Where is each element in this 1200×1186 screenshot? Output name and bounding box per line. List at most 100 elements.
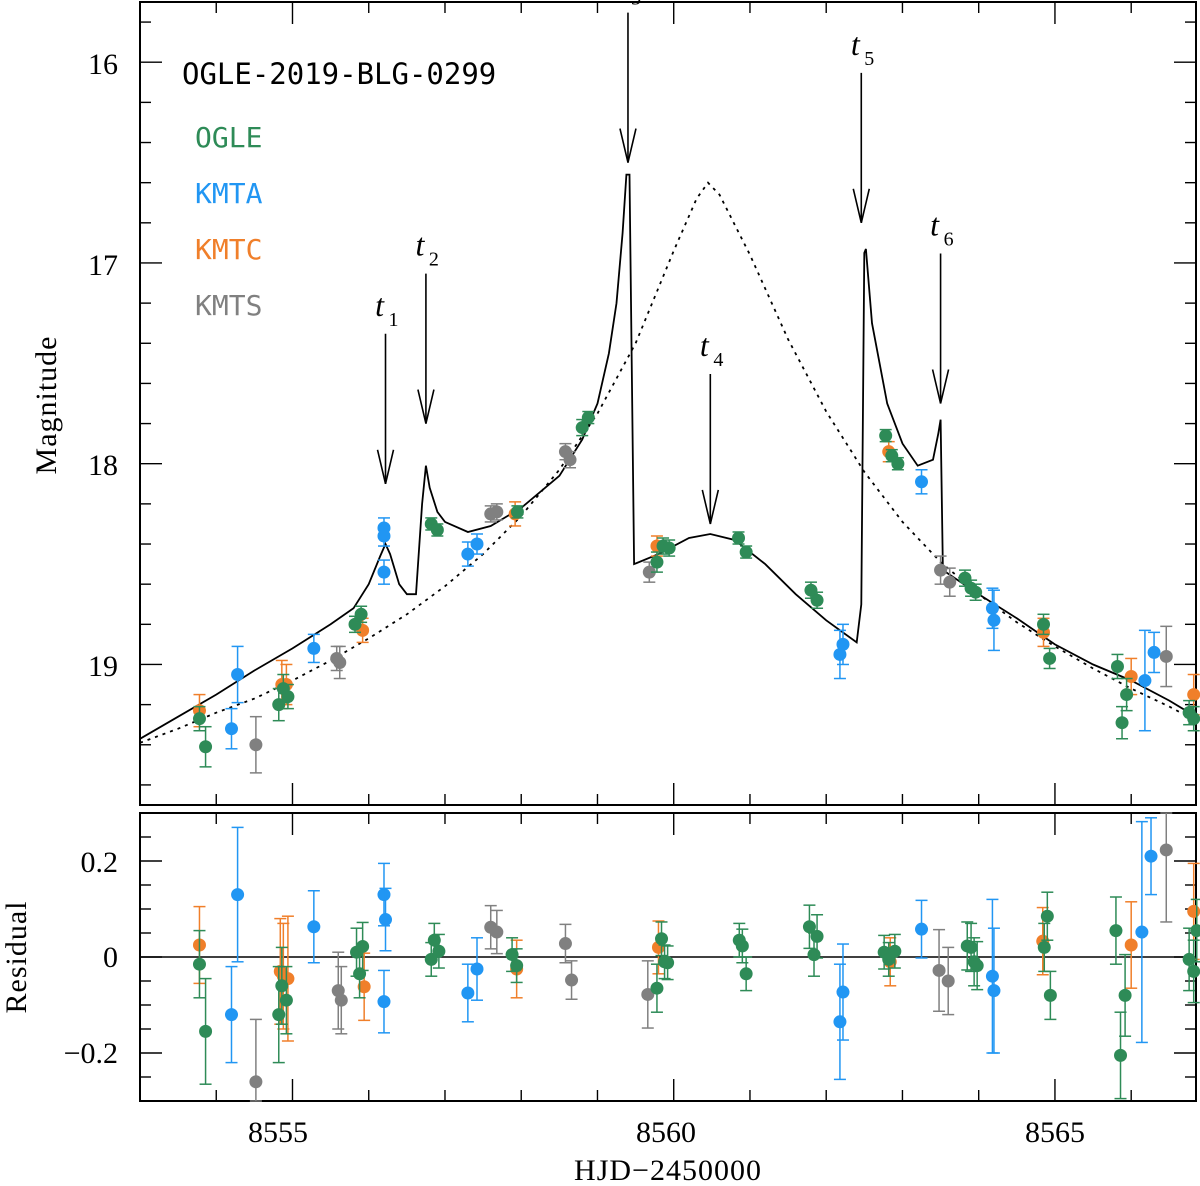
ogle-residual-point [356, 939, 370, 953]
kmta-data-point [231, 668, 245, 682]
light-curve-panel: t1t2t3t4t5t6 16 17 18 19 Magnitude OGLE-… [30, 0, 1200, 806]
ogle-data-point [891, 457, 905, 471]
ogle-residual-point [1182, 952, 1196, 966]
ogle-data-point [662, 541, 676, 555]
kmts-residual-point [1159, 843, 1173, 857]
kmta-residual-point [1144, 849, 1158, 863]
annotation-label-t6: t [930, 207, 940, 243]
ogle-residual-point [510, 959, 524, 973]
ogle-residual-point [199, 1024, 213, 1038]
kmts-residual-point [490, 925, 504, 939]
ogle-residual-point [739, 967, 753, 981]
ogle-residual-point [650, 981, 664, 995]
ogle-residual-point [655, 932, 669, 946]
residual-tick-label-0.2: 0.2 [81, 846, 119, 879]
ogle-residual-point [1037, 940, 1051, 954]
ogle-residual-point [1040, 909, 1054, 923]
x-tick-label-8560: 8560 [636, 1116, 696, 1149]
legend-ogle: OGLE [195, 121, 262, 154]
kmtc-residual-point [1124, 938, 1138, 952]
ogle-residual-point [964, 940, 978, 954]
ogle-data-point [199, 740, 213, 754]
ogle-data-point [1187, 712, 1200, 726]
kmta-data-point [224, 722, 238, 736]
kmts-residual-point [558, 937, 572, 951]
kmts-residual-point [565, 973, 579, 987]
kmta-data-point [836, 637, 850, 651]
annotation-subscript-t2: 2 [429, 249, 439, 271]
ogle-residual-point [735, 939, 749, 953]
ogle-data-point [739, 545, 753, 559]
kmta-data-point [377, 565, 391, 579]
kmta-data-point [915, 475, 929, 489]
kmts-data-point [934, 563, 948, 577]
ogle-residual-point [810, 929, 824, 943]
ogle-residual-point [970, 959, 984, 973]
ogle-data-point [192, 712, 206, 726]
kmta-residual-point [224, 1008, 238, 1022]
ogle-data-point [1110, 659, 1124, 673]
annotation-label-t3: t [618, 0, 628, 2]
residual-axis-label: Residual [0, 901, 33, 1014]
kmts-residual-point [334, 993, 348, 1007]
kmta-data-point [985, 601, 999, 615]
y-tick-label-18: 18 [88, 449, 118, 482]
ogle-data-point [732, 531, 746, 545]
kmta-data-point [307, 641, 321, 655]
kmta-residual-point [985, 969, 999, 983]
kmts-data-point [249, 738, 263, 752]
ogle-residual-point [505, 948, 519, 962]
ogle-data-point [430, 523, 444, 537]
annotation-subscript-t6: 6 [944, 229, 954, 251]
kmts-residual-point [249, 1075, 263, 1089]
ogle-data-point [958, 571, 972, 585]
ogle-residual-point [888, 944, 902, 958]
annotation-label-t5: t [851, 26, 861, 62]
kmta-residual-point [307, 920, 321, 934]
y-tick-label-16: 16 [88, 48, 118, 81]
ogle-residual-point [1190, 924, 1200, 938]
ogle-data-point [575, 421, 589, 435]
annotation-arrowhead-t4 [701, 489, 720, 525]
kmta-data-point [461, 547, 475, 561]
x-axis-label: HJD−2450000 [574, 1154, 762, 1186]
residual-points [192, 812, 1200, 1102]
kmts-residual-point [941, 974, 955, 988]
ogle-data-point [272, 698, 286, 712]
light-curve-ticks [139, 2, 1196, 805]
legend-kmts: KMTS [195, 289, 262, 322]
data-points [192, 410, 1200, 774]
ogle-data-point [810, 593, 824, 607]
model-curves [139, 173, 1197, 744]
residual-tick-label-neg0.2: −0.2 [64, 1037, 118, 1070]
y-axis-label: Magnitude [30, 336, 63, 475]
x-tick-label-8565: 8565 [1025, 1116, 1085, 1149]
ogle-residual-point [1114, 1048, 1128, 1062]
kmta-residual-point [915, 922, 929, 936]
kmts-data-point [1159, 649, 1173, 663]
ogle-data-point [281, 690, 295, 704]
ogle-data-point [510, 505, 524, 519]
ogle-data-point [354, 607, 368, 621]
ogle-data-point [1120, 688, 1134, 702]
kmta-data-point [987, 613, 1001, 627]
kmta-residual-point [377, 888, 391, 902]
kmta-residual-point [379, 913, 393, 927]
annotation-label-t2: t [415, 227, 425, 263]
residual-tick-label-0: 0 [103, 941, 118, 974]
kmts-residual-point [641, 987, 655, 1001]
kmts-data-point [642, 565, 656, 579]
y-tick-label-19: 19 [88, 650, 118, 683]
ogle-residual-point [192, 957, 206, 971]
kmts-data-point [563, 453, 577, 467]
annotation-label-t1: t [375, 287, 385, 323]
ogle-residual-point [275, 979, 289, 993]
binary-lens-model-curve [139, 173, 1197, 740]
annotation-subscript-t5: 5 [864, 48, 874, 70]
kmta-residual-point [1135, 925, 1149, 939]
time-annotations: t1t2t3t4t5t6 [375, 0, 954, 525]
ogle-residual-point [432, 944, 446, 958]
kmta-data-point [377, 529, 391, 543]
kmtc-data-point [1124, 670, 1138, 684]
